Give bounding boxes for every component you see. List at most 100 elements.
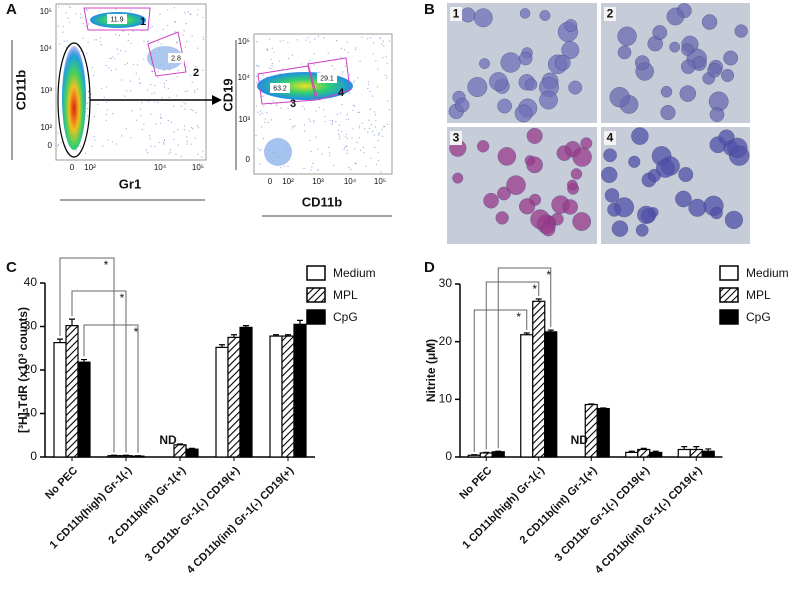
event-dot [99, 41, 102, 43]
event-dot [350, 168, 352, 171]
cell [724, 210, 744, 230]
cell [497, 147, 517, 166]
event-dot [341, 103, 343, 106]
error-bar [57, 338, 63, 343]
event-dot [182, 34, 184, 36]
error-bar [285, 334, 291, 337]
cell [701, 14, 718, 30]
event-dot [363, 151, 365, 154]
error-bar [547, 329, 554, 332]
cell [604, 188, 620, 203]
y-tick-label: 10⁵ [238, 37, 250, 46]
event-dot [331, 123, 333, 125]
event-dot [345, 145, 347, 147]
event-dot [186, 65, 188, 68]
annotation: * [134, 325, 139, 339]
event-dot [197, 153, 199, 155]
event-dot [354, 48, 356, 51]
event-dot [167, 9, 169, 11]
event-dot [189, 13, 191, 15]
event-dot [359, 125, 361, 127]
x-tick-label: 3 CD11b- Gr-1(-) CD19(+) [552, 464, 652, 564]
event-dot [303, 108, 305, 110]
event-dot [196, 125, 199, 127]
error-bar [640, 447, 647, 450]
event-dot [139, 82, 141, 84]
event-dot [191, 35, 193, 37]
cell [635, 223, 649, 237]
event-dot [146, 152, 149, 154]
event-dot [119, 50, 122, 52]
event-dot [177, 69, 179, 72]
y-tick-label: 10 [439, 392, 453, 406]
bar [227, 336, 241, 458]
event-dot [358, 127, 360, 129]
event-dot [194, 91, 196, 93]
event-dot [108, 67, 110, 69]
event-dot [86, 52, 88, 54]
event-dot [268, 67, 270, 69]
error-bar [705, 448, 712, 452]
event-dot [186, 41, 188, 43]
event-dot [373, 134, 375, 136]
event-dot [268, 38, 271, 40]
significance-bracket [71, 290, 127, 453]
cell [526, 156, 543, 174]
event-dot [167, 119, 169, 122]
event-dot [356, 142, 358, 144]
y-tick-label: 30 [439, 276, 453, 290]
tile-label: 3 [453, 131, 460, 145]
bar [281, 335, 295, 458]
event-dot [376, 86, 379, 88]
error-bar [243, 325, 249, 328]
event-dot [87, 90, 89, 93]
event-dot [60, 142, 62, 144]
event-dot [343, 148, 345, 150]
event-dot [91, 145, 93, 148]
event-dot [79, 17, 82, 19]
cell [614, 197, 635, 218]
y-tick-label: 10³ [238, 115, 250, 124]
event-dot [127, 33, 129, 36]
event-dot [197, 47, 199, 49]
event-dot [114, 58, 116, 60]
event-dot [197, 127, 200, 129]
y-tick-label: 0 [246, 155, 251, 164]
event-dot [69, 21, 71, 24]
event-dot [116, 48, 118, 50]
event-dot [307, 37, 309, 39]
bar [625, 451, 639, 458]
event-dot [124, 50, 126, 53]
event-dot [63, 40, 65, 42]
cell [617, 45, 632, 60]
event-dot [105, 119, 107, 121]
event-dot [312, 162, 314, 164]
error-bar [693, 446, 700, 450]
cell [720, 68, 735, 82]
event-dot [339, 112, 342, 114]
bar [77, 361, 91, 458]
event-dot [255, 105, 257, 107]
annotation: * [532, 282, 537, 296]
cell [500, 52, 521, 73]
event-dot [271, 47, 273, 49]
event-dot [192, 110, 194, 112]
event-dot [99, 37, 101, 39]
event-dot [270, 58, 272, 60]
event-dot [264, 118, 266, 120]
bar [689, 448, 703, 458]
event-dot [279, 40, 281, 42]
event-dot [118, 34, 121, 36]
event-dot [375, 60, 377, 62]
event-dot [102, 145, 104, 147]
y-tick-label: 20 [439, 334, 453, 348]
event-dot [341, 130, 343, 133]
event-dot [324, 116, 326, 118]
event-dot [344, 65, 346, 67]
event-dot [354, 80, 356, 82]
event-dot [57, 145, 59, 147]
cell [709, 136, 727, 154]
event-dot [150, 145, 152, 147]
event-dot [130, 42, 132, 44]
cell [603, 148, 617, 163]
